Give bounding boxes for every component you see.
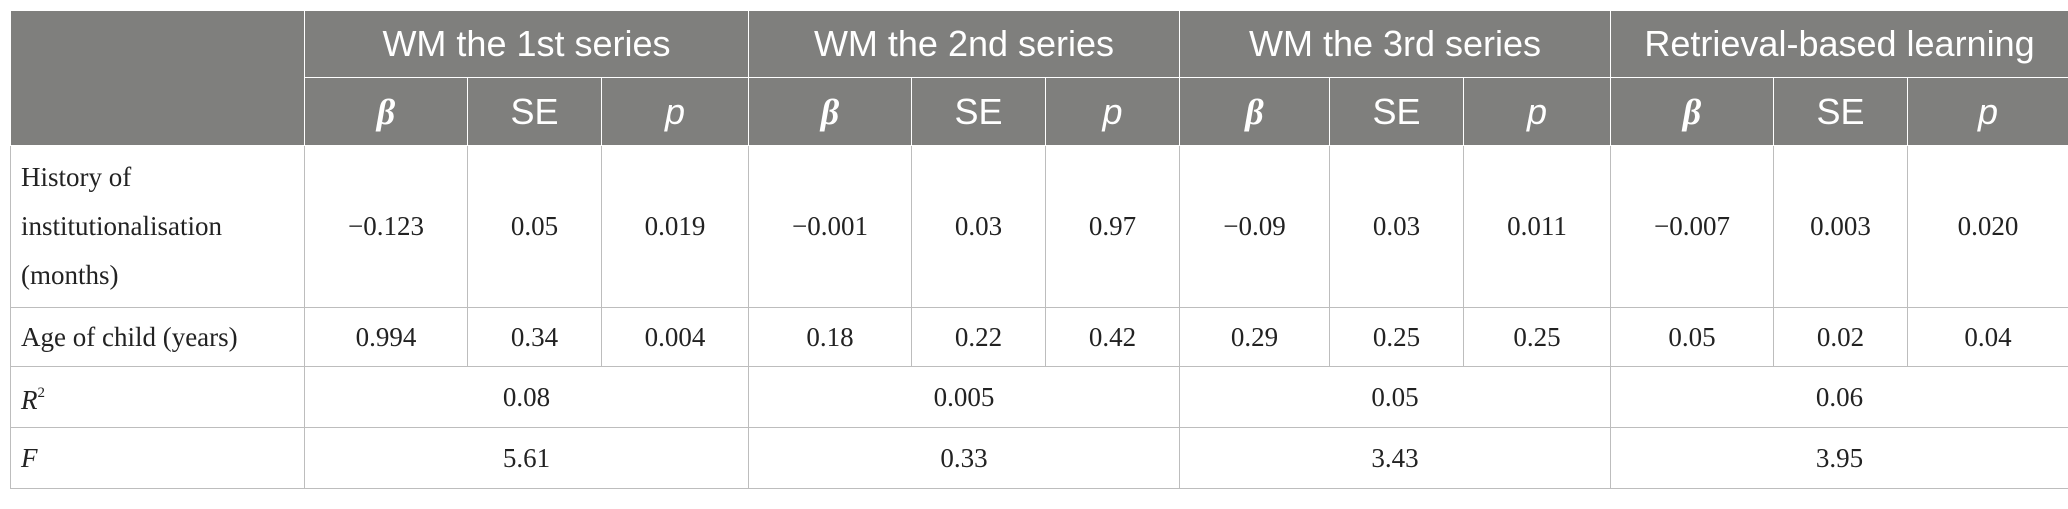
r-squared-value: 0.06 bbox=[1610, 366, 2068, 428]
subheader-p: p bbox=[1045, 77, 1180, 146]
table-cell: 0.011 bbox=[1462, 145, 1612, 308]
r-squared-value: 0.05 bbox=[1178, 366, 1612, 428]
f-statistic-value: 3.43 bbox=[1178, 427, 1612, 489]
table-cell: 0.020 bbox=[1907, 145, 2068, 308]
group-header-wm-1st: WM the 1st series bbox=[304, 10, 749, 78]
table-cell: 0.003 bbox=[1773, 145, 1909, 308]
table-cell: 0.02 bbox=[1773, 307, 1909, 367]
table-cell: 0.22 bbox=[911, 307, 1046, 367]
f-statistic-value: 3.95 bbox=[1610, 427, 2068, 489]
subheader-beta: β bbox=[1610, 77, 1775, 146]
subheader-row: β SE p β SE p β SE p β SE p bbox=[11, 77, 2068, 146]
f-statistic-row: F 5.61 0.33 3.43 3.95 bbox=[10, 427, 2068, 489]
subheader-p: p bbox=[1907, 77, 2068, 146]
table-cell: −0.09 bbox=[1179, 145, 1330, 308]
subheader-p: p bbox=[1462, 77, 1612, 146]
subheader-se: SE bbox=[911, 77, 1046, 146]
table-cell: 0.18 bbox=[748, 307, 912, 367]
table-cell: 0.29 bbox=[1179, 307, 1330, 367]
regression-table: WM the 1st series WM the 2nd series WM t… bbox=[10, 10, 2068, 489]
subheader-beta: β bbox=[304, 77, 468, 146]
table-cell: 0.004 bbox=[601, 307, 749, 367]
r-squared-row: R2 0.08 0.005 0.05 0.06 bbox=[10, 366, 2068, 428]
r-squared-label: R2 bbox=[10, 366, 305, 428]
table-cell: 0.994 bbox=[304, 307, 468, 367]
group-header-wm-2nd: WM the 2nd series bbox=[748, 10, 1180, 78]
row-label: History of institutionalisation (months) bbox=[10, 145, 305, 308]
table-cell: 0.03 bbox=[1329, 145, 1464, 308]
table-cell: 0.03 bbox=[911, 145, 1046, 308]
table-cell: 0.42 bbox=[1045, 307, 1180, 367]
subheader-se: SE bbox=[467, 77, 602, 146]
r-squared-value: 0.005 bbox=[748, 366, 1180, 428]
table-cell: −0.123 bbox=[304, 145, 468, 308]
subheader-se: SE bbox=[1773, 77, 1909, 146]
group-header-wm-3rd: WM the 3rd series bbox=[1178, 10, 1612, 78]
subheader-p: p bbox=[601, 77, 749, 146]
f-statistic-value: 5.61 bbox=[304, 427, 749, 489]
table-cell: 0.05 bbox=[1610, 307, 1775, 367]
table-row: History of institutionalisation (months)… bbox=[10, 145, 2068, 308]
table-cell: −0.007 bbox=[1610, 145, 1775, 308]
table-cell: −0.001 bbox=[748, 145, 912, 308]
r-squared-symbol: R bbox=[21, 385, 38, 415]
row-label: Age of child (years) bbox=[10, 307, 305, 367]
subheader-beta: β bbox=[1179, 77, 1330, 146]
table-cell: 0.05 bbox=[467, 145, 602, 308]
group-header-row: WM the 1st series WM the 2nd series WM t… bbox=[10, 10, 2068, 146]
table-row: Age of child (years) 0.994 0.34 0.004 0.… bbox=[10, 307, 2068, 367]
table-cell: 0.019 bbox=[601, 145, 749, 308]
corner-header bbox=[10, 10, 305, 146]
f-statistic-value: 0.33 bbox=[748, 427, 1180, 489]
subheader-beta: β bbox=[748, 77, 912, 146]
table-cell: 0.04 bbox=[1907, 307, 2068, 367]
f-statistic-label: F bbox=[10, 427, 305, 489]
r-squared-value: 0.08 bbox=[304, 366, 749, 428]
subheader-se: SE bbox=[1329, 77, 1464, 146]
table-cell: 0.25 bbox=[1462, 307, 1612, 367]
table-cell: 0.34 bbox=[467, 307, 602, 367]
table-cell: 0.25 bbox=[1329, 307, 1464, 367]
r-squared-superscript: 2 bbox=[37, 385, 46, 401]
table-cell: 0.97 bbox=[1045, 145, 1180, 308]
group-header-retrieval: Retrieval-based learning bbox=[1610, 10, 2068, 78]
